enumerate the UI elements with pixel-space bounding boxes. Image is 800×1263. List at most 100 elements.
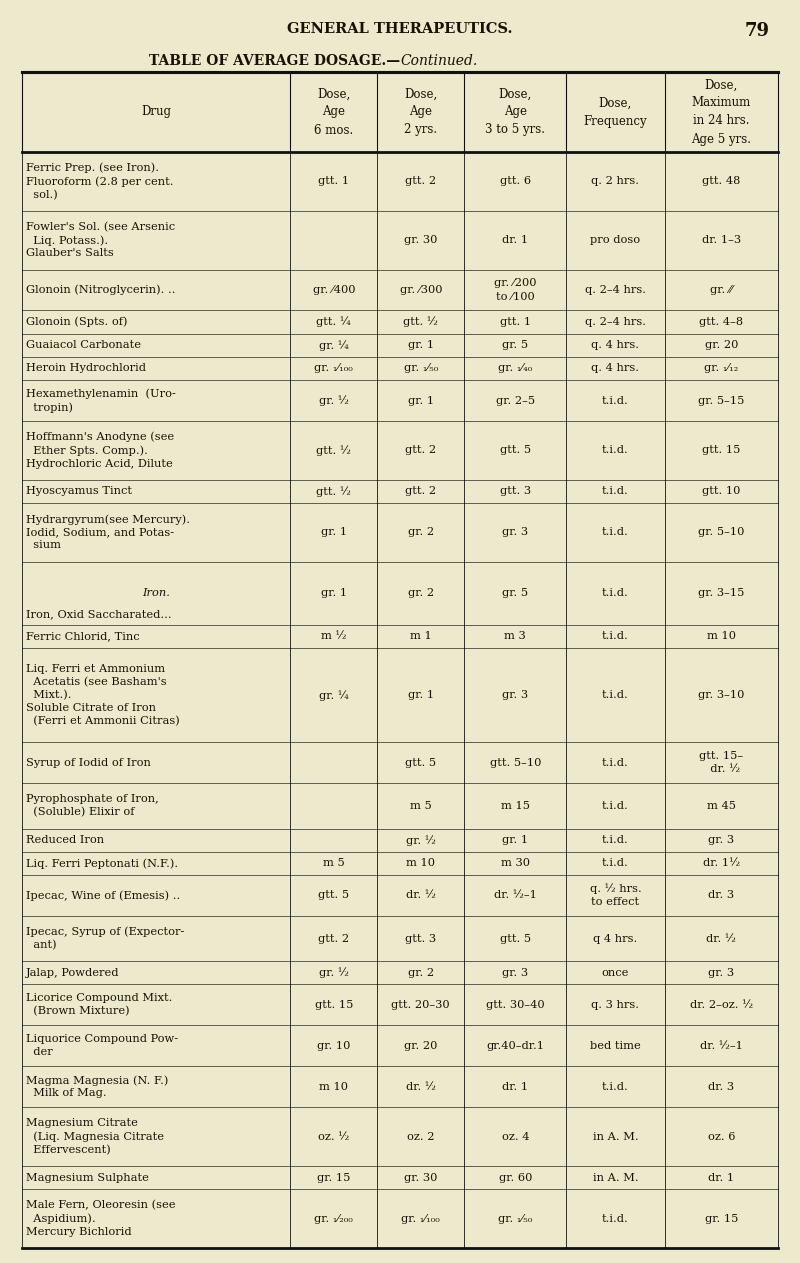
Text: gr. 2: gr. 2	[408, 589, 434, 599]
Text: gtt. 5: gtt. 5	[500, 446, 531, 456]
Text: oz. ½: oz. ½	[318, 1132, 350, 1142]
Text: Licorice Compound Mixt.
  (Brown Mixture): Licorice Compound Mixt. (Brown Mixture)	[26, 993, 172, 1017]
Text: Magnesium Citrate
  (Liq. Magnesia Citrate
  Effervescent): Magnesium Citrate (Liq. Magnesia Citrate…	[26, 1118, 164, 1156]
Text: m 10: m 10	[319, 1082, 348, 1091]
Text: gr. 20: gr. 20	[705, 340, 738, 350]
Text: gr. 15: gr. 15	[705, 1214, 738, 1224]
Text: m 30: m 30	[501, 859, 530, 869]
Text: Ferric Prep. (see Iron).
Fluoroform (2.8 per cent.
  sol.): Ferric Prep. (see Iron). Fluoroform (2.8…	[26, 163, 174, 200]
Text: gtt. ½: gtt. ½	[317, 445, 351, 456]
Text: gr. 2–5: gr. 2–5	[496, 395, 535, 405]
Text: gtt. 1: gtt. 1	[500, 317, 531, 327]
Text: oz. 2: oz. 2	[407, 1132, 434, 1142]
Text: gtt. 2: gtt. 2	[406, 486, 436, 496]
Text: m 5: m 5	[410, 801, 432, 811]
Text: gr. ½: gr. ½	[406, 835, 436, 845]
Text: dr. 3: dr. 3	[708, 890, 734, 901]
Text: gtt. 15–
  dr. ½: gtt. 15– dr. ½	[699, 751, 743, 774]
Text: dr. ½: dr. ½	[706, 933, 736, 943]
Text: q. 4 hrs.: q. 4 hrs.	[591, 340, 639, 350]
Text: gr. 2: gr. 2	[408, 967, 434, 978]
Text: gtt. 3: gtt. 3	[406, 933, 436, 943]
Text: Liquorice Compound Pow-
  der: Liquorice Compound Pow- der	[26, 1034, 178, 1057]
Text: Glonoin (Nitroglycerin). ..: Glonoin (Nitroglycerin). ..	[26, 284, 175, 296]
Text: gr. 5–15: gr. 5–15	[698, 395, 745, 405]
Text: Dose,
Age
2 yrs.: Dose, Age 2 yrs.	[404, 87, 438, 136]
Text: Dose,
Age
3 to 5 yrs.: Dose, Age 3 to 5 yrs.	[486, 87, 546, 136]
Text: gtt. 5: gtt. 5	[500, 933, 531, 943]
Text: gtt. 5–10: gtt. 5–10	[490, 758, 541, 768]
Text: gtt. ¼: gtt. ¼	[317, 317, 351, 327]
Text: oz. 4: oz. 4	[502, 1132, 529, 1142]
Text: Liq. Ferri Peptonati (N.F.).: Liq. Ferri Peptonati (N.F.).	[26, 858, 178, 869]
Text: Hoffmann's Anodyne (see
  Ether Spts. Comp.).
Hydrochloric Acid, Dilute: Hoffmann's Anodyne (see Ether Spts. Comp…	[26, 432, 174, 469]
Text: TABLE OF AVERAGE DOSAGE.—: TABLE OF AVERAGE DOSAGE.—	[149, 54, 400, 68]
Text: gr. 3–10: gr. 3–10	[698, 690, 745, 700]
Text: dr. 1: dr. 1	[708, 1172, 734, 1182]
Text: gr. ⁄300: gr. ⁄300	[399, 285, 442, 296]
Text: m 10: m 10	[707, 632, 736, 642]
Text: gtt. 3: gtt. 3	[500, 486, 531, 496]
Text: gr. ⁄400: gr. ⁄400	[313, 285, 355, 296]
Text: q 4 hrs.: q 4 hrs.	[594, 933, 638, 943]
Text: Continued.: Continued.	[400, 54, 478, 68]
Text: gr. 10: gr. 10	[317, 1041, 350, 1051]
Text: m 45: m 45	[707, 801, 736, 811]
Text: gr. ¼: gr. ¼	[319, 340, 349, 351]
Text: gr. 5–10: gr. 5–10	[698, 528, 745, 537]
Text: m 10: m 10	[406, 859, 435, 869]
Text: t.i.d.: t.i.d.	[602, 395, 629, 405]
Text: t.i.d.: t.i.d.	[602, 690, 629, 700]
Text: gtt. 1: gtt. 1	[318, 177, 350, 187]
Text: t.i.d.: t.i.d.	[602, 589, 629, 599]
Text: gtt. 15: gtt. 15	[314, 1000, 353, 1010]
Text: Magnesium Sulphate: Magnesium Sulphate	[26, 1172, 170, 1182]
Text: pro doso: pro doso	[590, 235, 641, 245]
Text: gr. 30: gr. 30	[404, 235, 438, 245]
Text: gr. ₁⁄₁₀₀: gr. ₁⁄₁₀₀	[314, 364, 354, 374]
Text: Hyoscyamus Tinct: Hyoscyamus Tinct	[26, 486, 161, 496]
Text: gr. 15: gr. 15	[317, 1172, 350, 1182]
Text: Pyrophosphate of Iron,
  (Soluble) Elixir of: Pyrophosphate of Iron, (Soluble) Elixir …	[26, 794, 158, 817]
Text: gtt. ½: gtt. ½	[403, 317, 438, 327]
Text: m 3: m 3	[505, 632, 526, 642]
Text: gtt. 5: gtt. 5	[318, 890, 350, 901]
Text: in A. M.: in A. M.	[593, 1132, 638, 1142]
Text: m ½: m ½	[321, 632, 346, 642]
Text: t.i.d.: t.i.d.	[602, 632, 629, 642]
Text: gr. 3: gr. 3	[708, 967, 734, 978]
Text: gr. 3: gr. 3	[502, 690, 528, 700]
Text: Glonoin (Spts. of): Glonoin (Spts. of)	[26, 317, 157, 327]
Text: gr. ₁⁄₂₀₀: gr. ₁⁄₂₀₀	[314, 1214, 354, 1224]
Text: gr. 1: gr. 1	[321, 589, 347, 599]
Text: Dose,
Maximum
in 24 hrs.
Age 5 yrs.: Dose, Maximum in 24 hrs. Age 5 yrs.	[691, 78, 751, 145]
Text: dr. ½: dr. ½	[406, 1082, 436, 1091]
Text: gtt. 20–30: gtt. 20–30	[391, 1000, 450, 1010]
Text: once: once	[602, 967, 629, 978]
Text: gr. 5: gr. 5	[502, 340, 528, 350]
Text: gtt. 5: gtt. 5	[406, 758, 436, 768]
Text: q. 4 hrs.: q. 4 hrs.	[591, 364, 639, 374]
Text: GENERAL THERAPEUTICS.: GENERAL THERAPEUTICS.	[287, 21, 513, 37]
Text: dr. 1–3: dr. 1–3	[702, 235, 741, 245]
Text: q. ½ hrs.
to effect: q. ½ hrs. to effect	[590, 883, 642, 907]
Text: 79: 79	[745, 21, 770, 40]
Text: q. 3 hrs.: q. 3 hrs.	[591, 1000, 639, 1010]
Text: dr. ½–1: dr. ½–1	[494, 890, 537, 901]
Text: gr. ⁄200
to ⁄100: gr. ⁄200 to ⁄100	[494, 278, 537, 302]
Text: gtt. 2: gtt. 2	[406, 177, 436, 187]
Text: Jalap, Powdered: Jalap, Powdered	[26, 967, 156, 978]
Text: Male Fern, Oleoresin (see
  Aspidium).
Mercury Bichlorid: Male Fern, Oleoresin (see Aspidium). Mer…	[26, 1200, 175, 1236]
Text: in A. M.: in A. M.	[593, 1172, 638, 1182]
Text: Liq. Ferri et Ammonium
  Acetatis (see Basham's
  Mixt.).
Soluble Citrate of Iro: Liq. Ferri et Ammonium Acetatis (see Bas…	[26, 664, 180, 726]
Text: Heroin Hydrochlorid: Heroin Hydrochlorid	[26, 364, 168, 374]
Text: gtt. 30–40: gtt. 30–40	[486, 1000, 545, 1010]
Text: gr. ₁⁄₅₀: gr. ₁⁄₅₀	[404, 364, 438, 374]
Text: q. 2–4 hrs.: q. 2–4 hrs.	[585, 285, 646, 296]
Text: t.i.d.: t.i.d.	[602, 528, 629, 537]
Text: Drug: Drug	[141, 106, 171, 119]
Text: m 5: m 5	[323, 859, 345, 869]
Text: q. 2–4 hrs.: q. 2–4 hrs.	[585, 317, 646, 327]
Text: t.i.d.: t.i.d.	[602, 1082, 629, 1091]
Text: dr. 1: dr. 1	[502, 235, 528, 245]
